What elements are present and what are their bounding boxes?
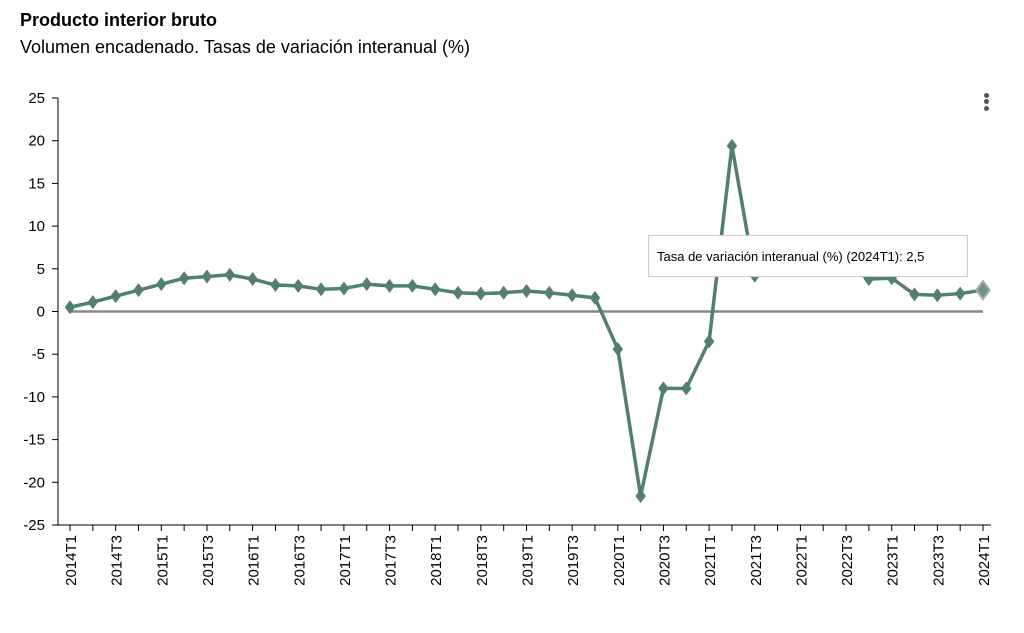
x-tick-label: 2018T1 (428, 535, 445, 586)
x-tick-label: 2017T1 (337, 535, 354, 586)
chart-subtitle: Volumen encadenado. Tasas de variación i… (20, 37, 470, 57)
data-point (178, 271, 190, 286)
data-point (932, 288, 943, 303)
y-tick-label: 25 (28, 90, 45, 107)
data-point (612, 342, 624, 357)
x-tick-label: 2019T3 (565, 535, 582, 586)
data-point (452, 285, 464, 300)
y-tick-label: 15 (28, 175, 45, 192)
data-point (384, 278, 395, 293)
x-tick-label: 2015T3 (200, 535, 217, 586)
x-tick-label: 2016T3 (291, 535, 308, 586)
data-point (521, 284, 532, 299)
x-tick-label: 2020T1 (611, 535, 628, 586)
data-point (681, 381, 692, 396)
data-point (909, 287, 920, 302)
data-point (270, 278, 281, 293)
data-point (224, 267, 236, 282)
x-tick-label: 2016T1 (246, 535, 263, 586)
y-tick-label: -10 (23, 389, 45, 406)
more-vertical-icon[interactable] (980, 91, 992, 115)
data-point (726, 138, 738, 153)
data-point (407, 278, 418, 293)
x-tick-label: 2018T3 (474, 535, 491, 586)
series-line (69, 144, 984, 498)
data-point (566, 288, 578, 303)
data-point (589, 290, 601, 305)
y-tick-label: 20 (28, 133, 45, 150)
data-point (361, 277, 372, 292)
x-tick-label: 2023T1 (885, 535, 902, 586)
x-tick-label: 2014T3 (109, 535, 126, 586)
y-tick-label: 10 (28, 218, 45, 235)
y-tick-label: -20 (23, 474, 45, 491)
x-tick-label: 2015T1 (154, 535, 171, 586)
y-tick-label: -15 (23, 432, 45, 449)
data-point (247, 272, 258, 287)
x-tick-label: 2019T1 (520, 535, 537, 586)
y-tick-label: 5 (37, 261, 45, 278)
data-point (544, 285, 555, 300)
x-tick-label: 2023T3 (930, 535, 947, 586)
data-point (315, 282, 327, 297)
x-tick-label: 2022T1 (793, 535, 810, 586)
x-tick-label: 2020T3 (656, 535, 673, 586)
data-point (87, 295, 99, 310)
x-tick-label: 2021T3 (748, 535, 765, 586)
x-tick-label: 2024T1 (976, 535, 993, 586)
y-tick-label: -25 (23, 517, 45, 534)
data-point (703, 334, 715, 349)
data-point (293, 278, 304, 293)
x-tick-label: 2014T1 (63, 535, 80, 586)
data-point (110, 289, 121, 304)
chart-title: Producto interior bruto (20, 10, 217, 30)
data-point (133, 283, 144, 298)
y-tick-label: -5 (32, 346, 45, 363)
y-tick-label: 0 (37, 304, 45, 321)
data-point (954, 286, 966, 301)
tooltip: Tasa de variación interanual (%) (2024T1… (648, 235, 968, 277)
data-point (64, 300, 76, 315)
x-tick-label: 2021T1 (702, 535, 719, 586)
data-point (975, 279, 991, 301)
data-point (498, 285, 509, 300)
data-point (658, 381, 669, 396)
x-tick-label: 2022T3 (839, 535, 856, 586)
data-point (429, 282, 441, 297)
data-point (475, 286, 487, 301)
data-point (156, 277, 167, 292)
data-point (201, 269, 213, 284)
data-point (635, 488, 646, 503)
data-point (338, 281, 350, 296)
x-tick-label: 2017T3 (383, 535, 400, 586)
